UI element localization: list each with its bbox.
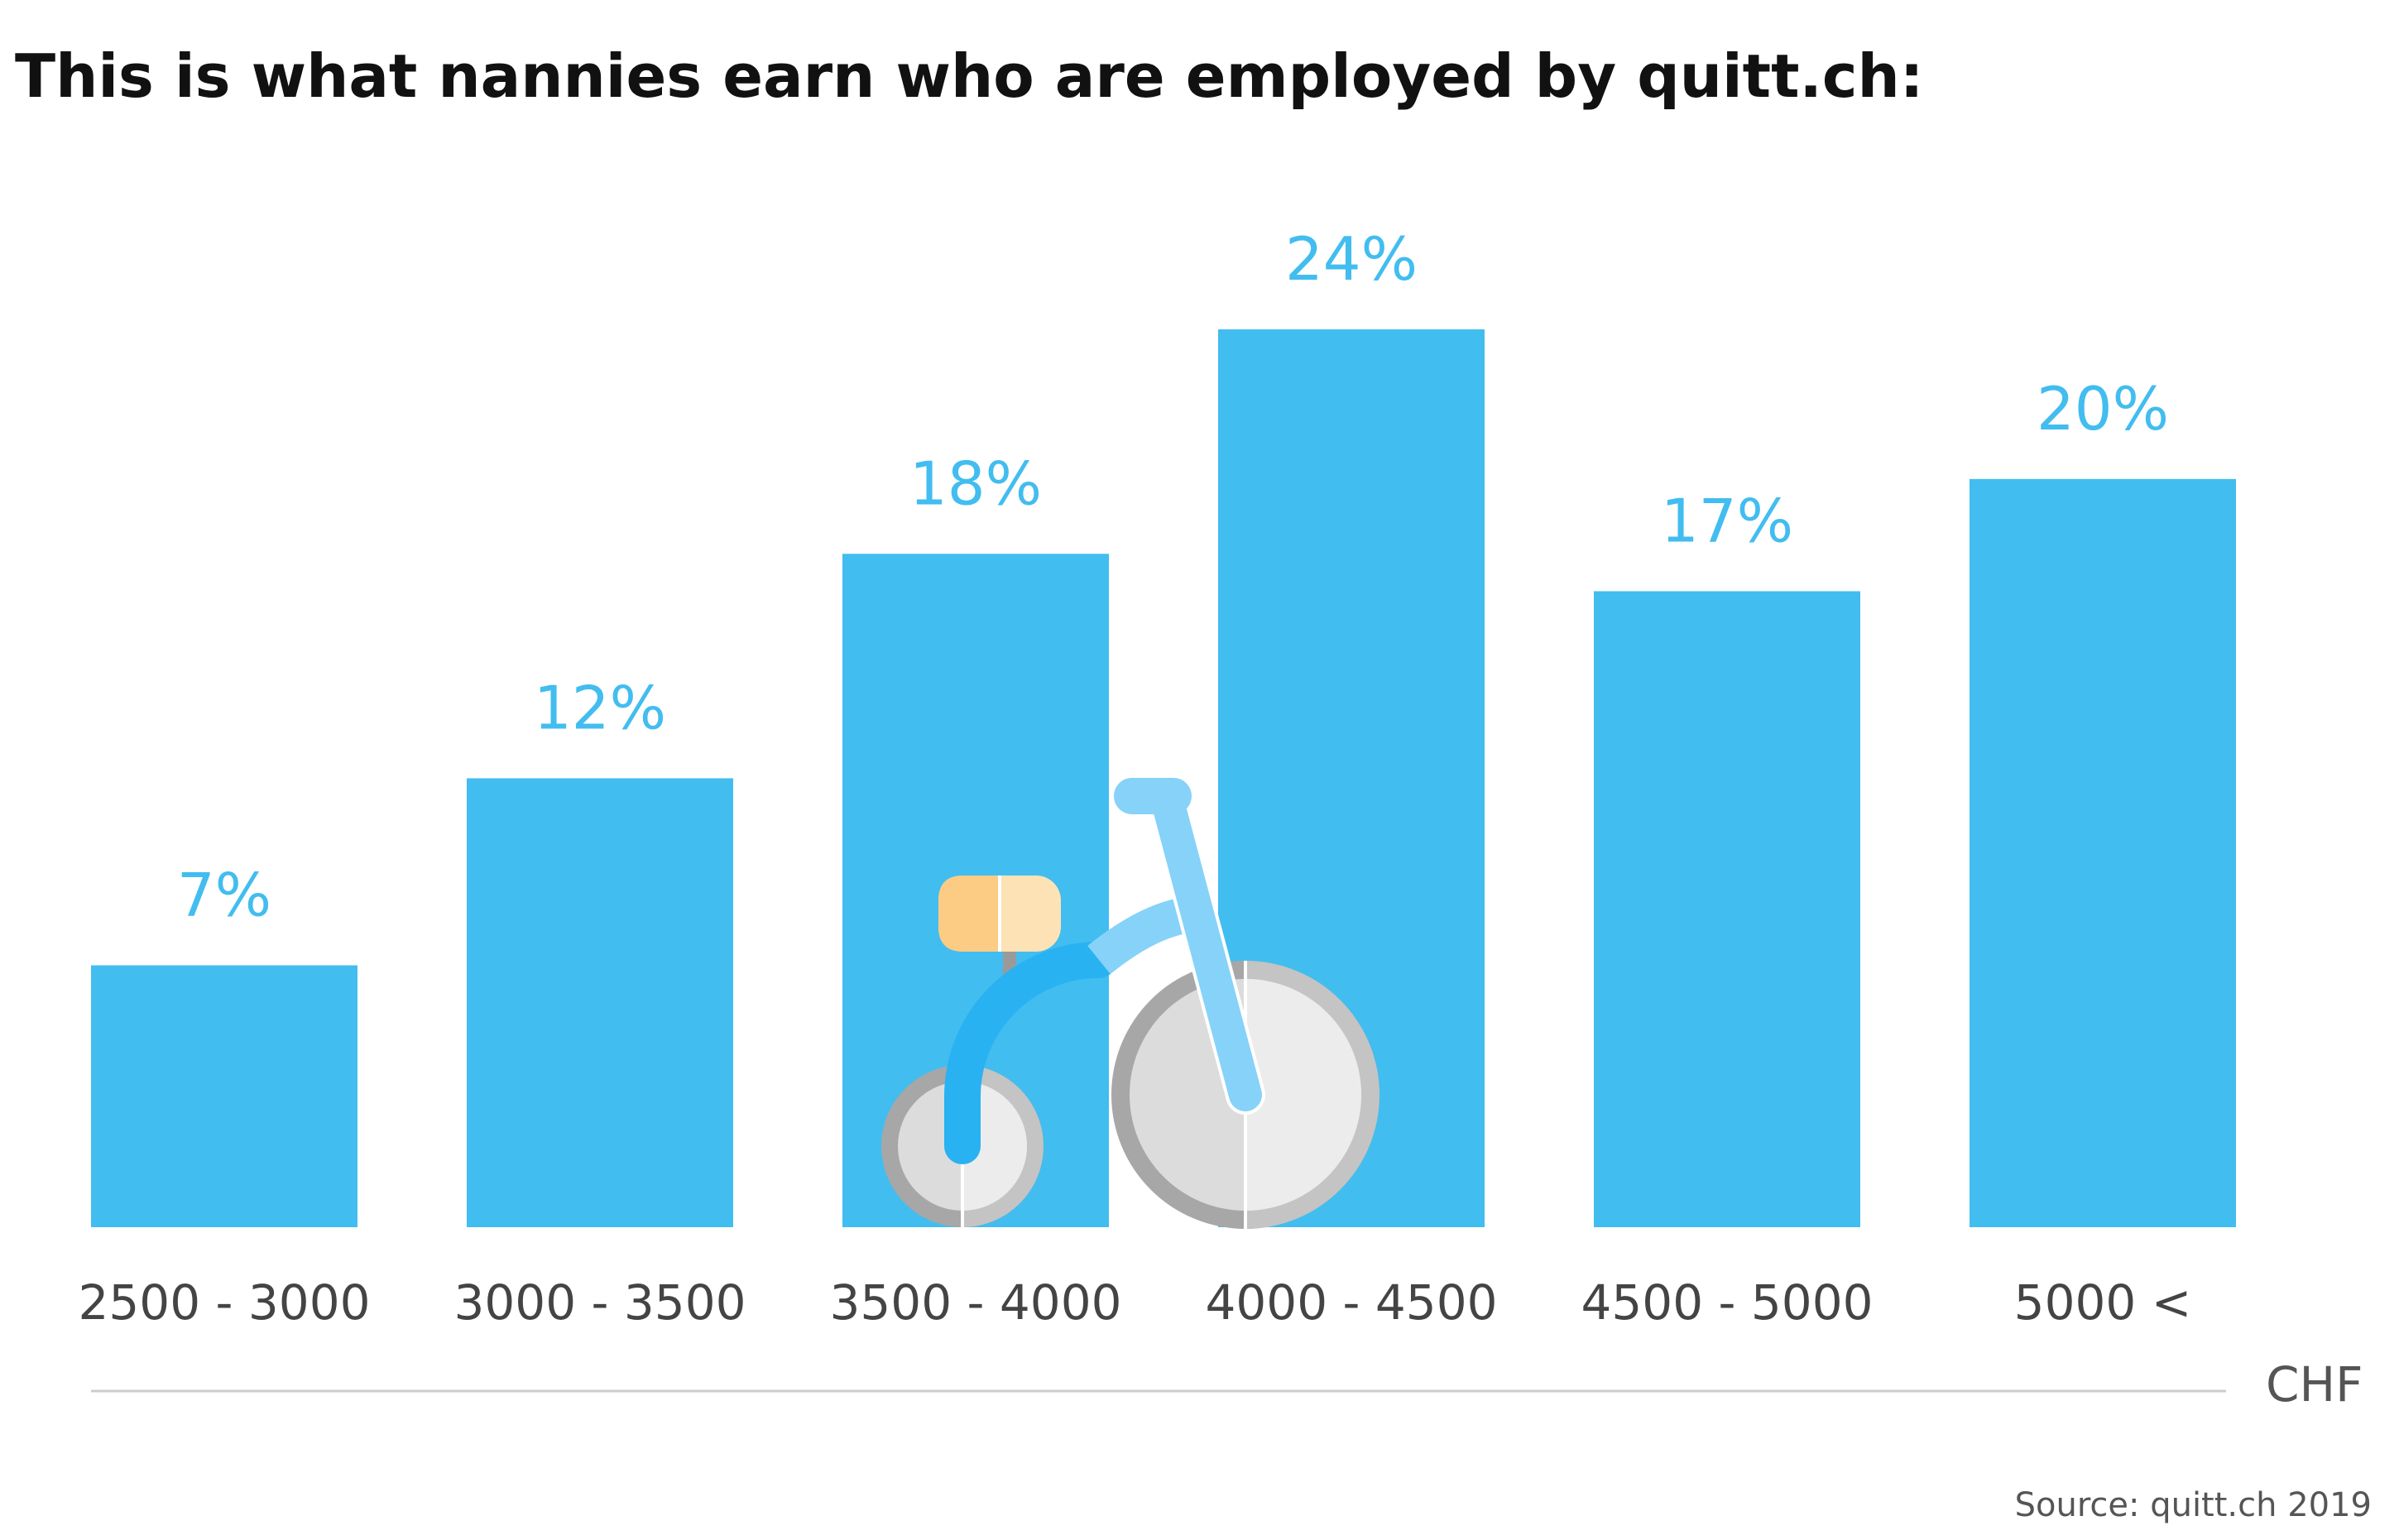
category-label-1: 2500 - 3000 xyxy=(78,1274,370,1331)
category-label-4: 4000 - 4500 xyxy=(1205,1274,1497,1331)
bar-2 xyxy=(467,778,733,1227)
value-label-4: 24% xyxy=(1285,224,1418,294)
bar-6 xyxy=(1970,478,2236,1227)
value-label-2: 12% xyxy=(534,674,666,743)
category-label-5: 4500 - 5000 xyxy=(1581,1274,1873,1331)
bar-1 xyxy=(91,965,357,1227)
tricycle-icon xyxy=(881,778,1379,1229)
value-label-5: 17% xyxy=(1661,486,1793,555)
category-labels-group: 2500 - 3000 3000 - 3500 3500 - 4000 4000 - … xyxy=(78,1274,2191,1331)
chart-title: This is what nannies earn who are employ… xyxy=(15,41,1924,111)
source-note: Source: quitt.ch 2019 xyxy=(2015,1486,2372,1524)
category-label-3: 3500 - 4000 xyxy=(829,1274,1121,1331)
bar-5 xyxy=(1594,591,1860,1227)
bars-group xyxy=(91,329,2236,1227)
value-label-3: 18% xyxy=(909,449,1042,518)
value-label-6: 20% xyxy=(2037,374,2169,444)
value-label-1: 7% xyxy=(177,861,271,930)
value-labels-group: 7% 12% 18% 24% 17% 20% xyxy=(177,224,2169,930)
x-axis-unit: CHF xyxy=(2266,1356,2363,1413)
category-label-2: 3000 - 3500 xyxy=(453,1274,746,1331)
category-label-6: 5000 < xyxy=(2014,1274,2192,1331)
